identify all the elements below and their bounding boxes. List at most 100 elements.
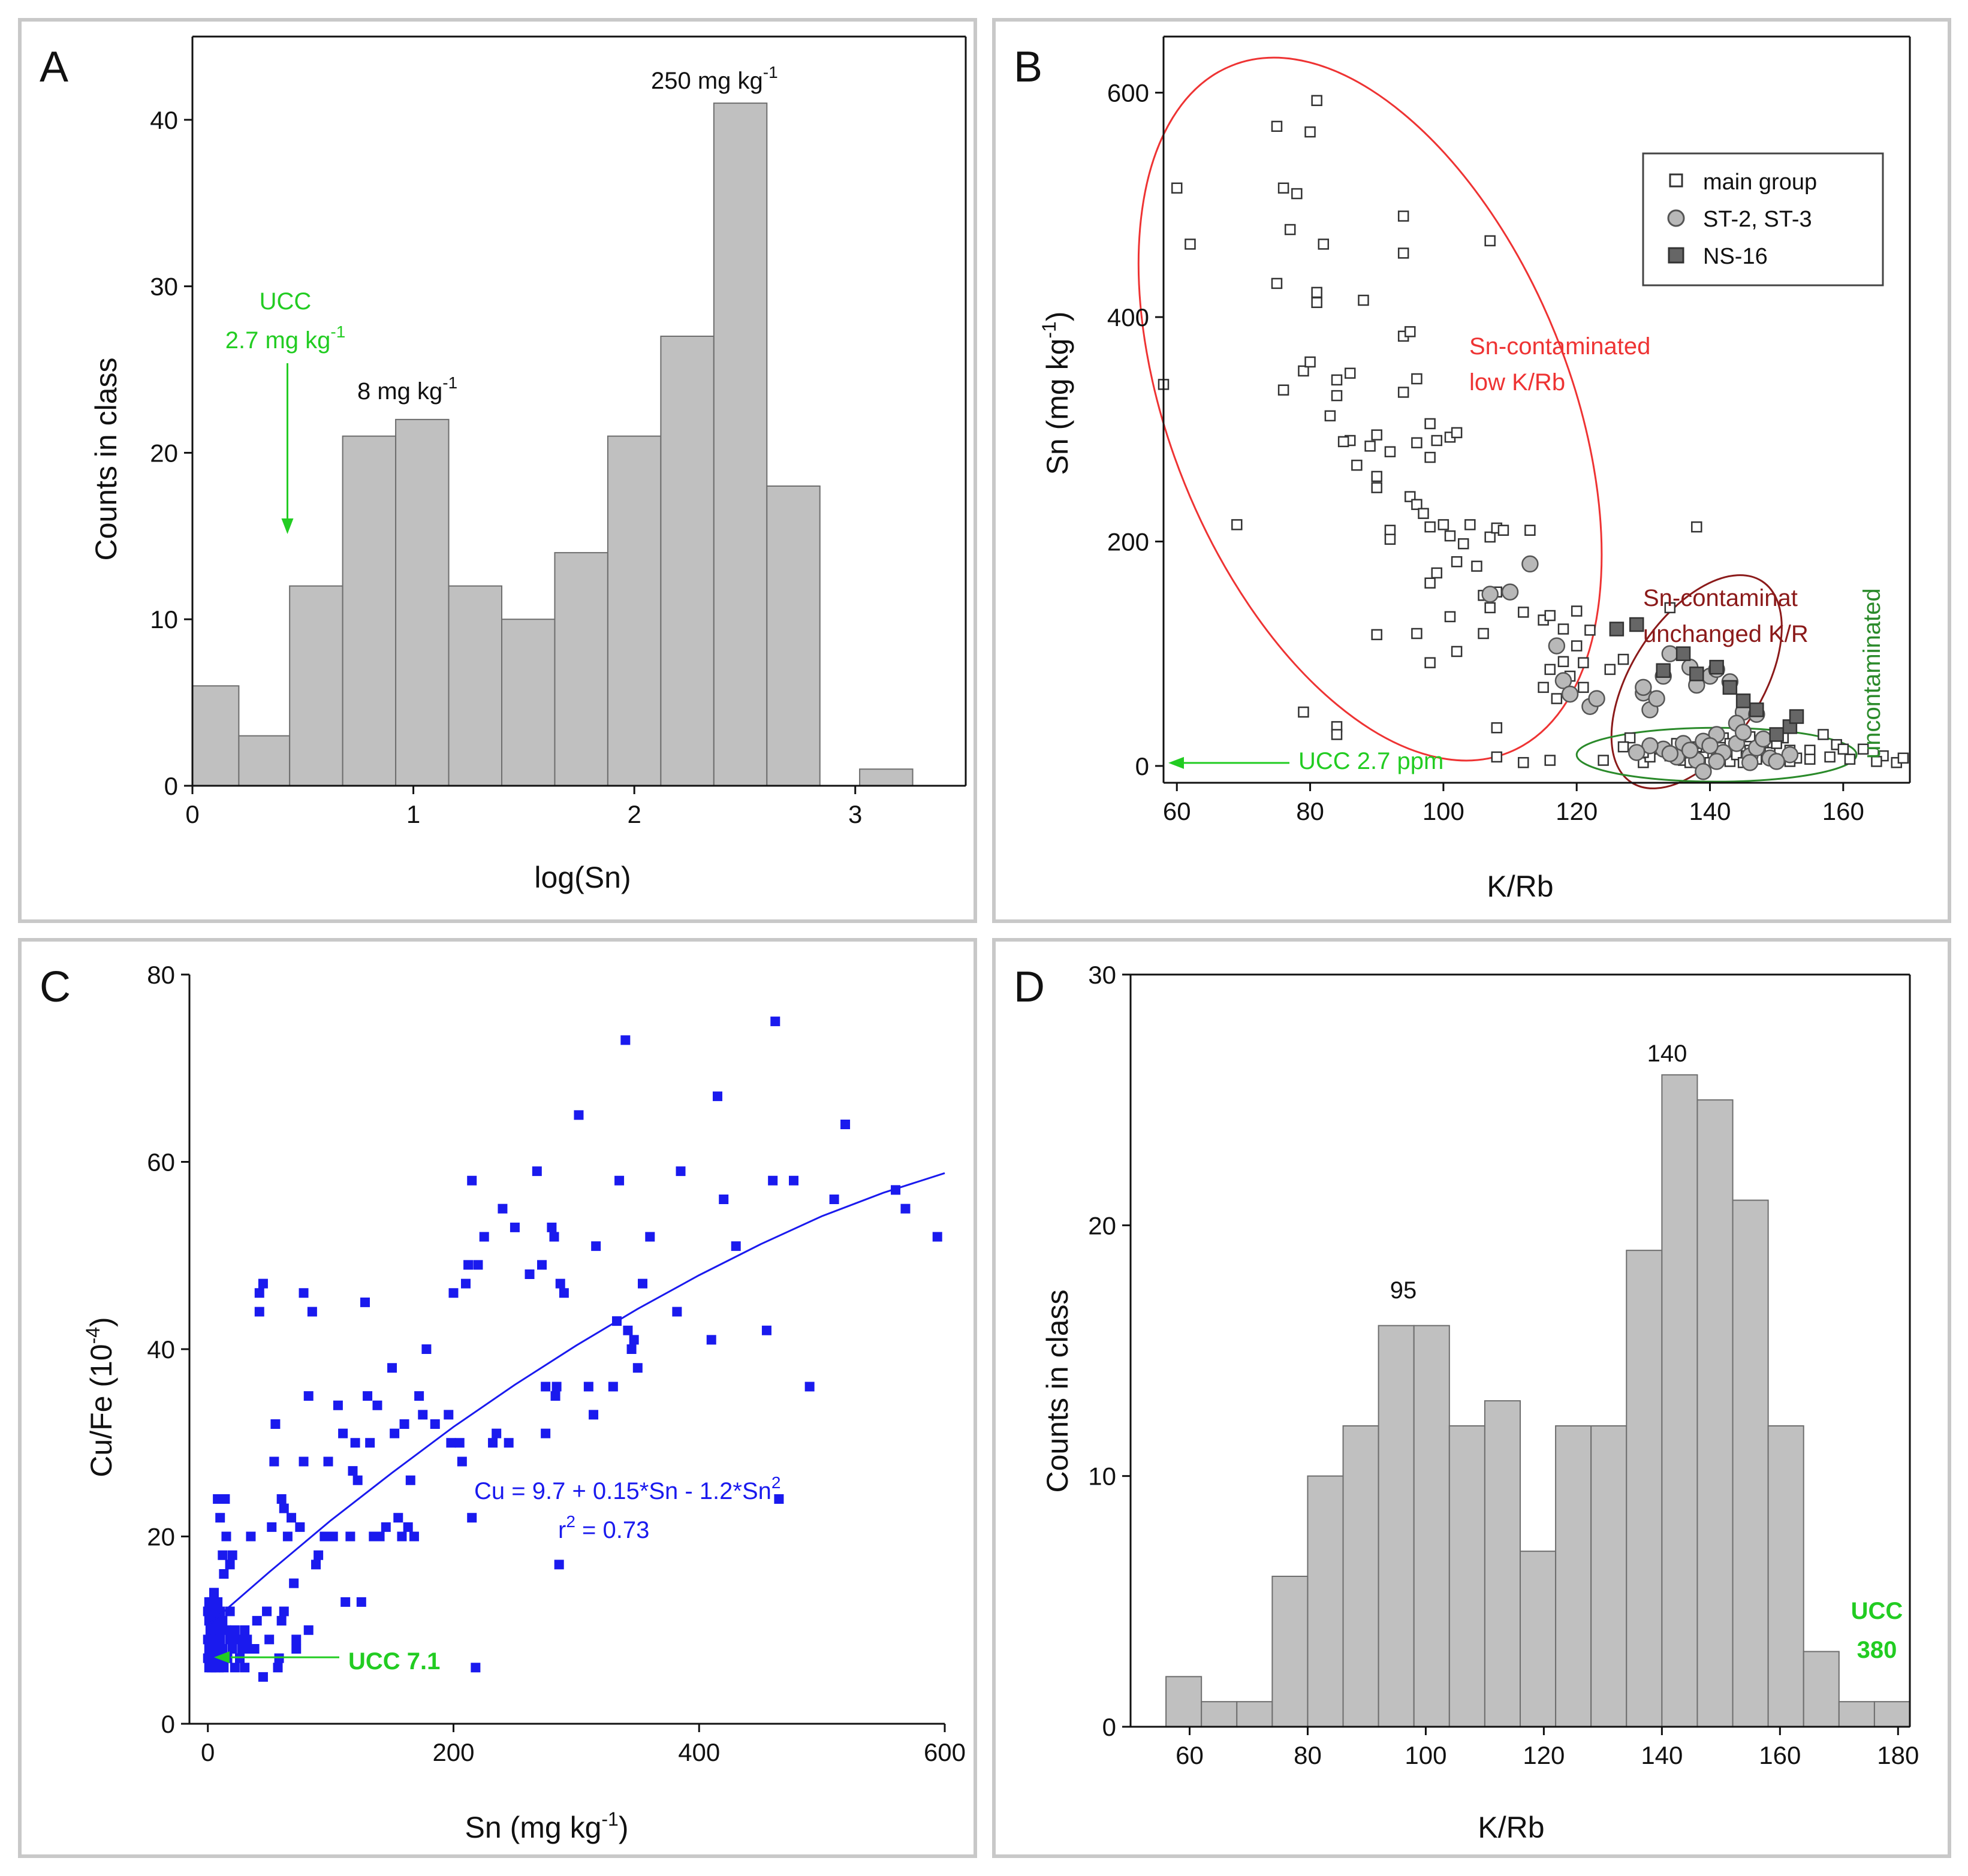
data-point-main: [1578, 681, 1589, 693]
data-point: [421, 1344, 432, 1354]
data-point: [414, 1391, 424, 1401]
data-point-main: [1491, 722, 1503, 734]
histogram-bar: [192, 685, 240, 787]
annotation-b-red-2: low K/Rb: [1469, 369, 1565, 396]
data-point-main: [1171, 182, 1183, 194]
axes-c: 0 200 400 600 0 20 40 60 80: [147, 961, 966, 1766]
fit-equation-c-text: Cu = 9.7 + 0.15*Sn - 1.2*Sn: [474, 1478, 771, 1504]
data-point: [448, 1288, 459, 1298]
data-point: [676, 1166, 686, 1177]
data-point-main: [1311, 286, 1322, 298]
data-point-main: [1364, 441, 1376, 452]
data-point-main: [1331, 390, 1343, 402]
data-point: [589, 1410, 599, 1420]
data-point-main: [1371, 470, 1382, 482]
annotation-a-8: 8 mg kg-1: [357, 373, 457, 405]
data-point-main: [1844, 753, 1856, 765]
data-point: [645, 1232, 655, 1242]
data-point: [218, 1616, 228, 1626]
ylabel-b-text: Sn (mg kg: [1041, 339, 1074, 475]
data-point-main: [1824, 751, 1836, 763]
data-point: [287, 1513, 297, 1523]
data-point: [214, 1625, 224, 1635]
data-point-main: [1304, 126, 1316, 138]
data-point-main: [1277, 384, 1289, 396]
data-point: [262, 1606, 272, 1616]
histogram-bar: [1767, 1425, 1804, 1727]
x-tick-label: 80: [1294, 1741, 1322, 1769]
legend-marker-ns: [1668, 247, 1684, 264]
data-point-main: [1571, 640, 1583, 652]
data-point: [350, 1438, 360, 1448]
data-point-st: [1554, 672, 1572, 689]
data-point: [390, 1428, 400, 1438]
data-point-main: [1691, 521, 1702, 533]
histogram-bar: [289, 585, 343, 787]
data-point: [774, 1494, 784, 1504]
data-point: [770, 1017, 780, 1027]
histogram-bar: [766, 485, 821, 786]
x-tick-label: 140: [1689, 797, 1731, 825]
data-point-main: [1538, 681, 1549, 693]
xlabel-c: Sn (mg kg-1): [465, 1808, 629, 1844]
data-point: [273, 1663, 283, 1673]
data-point: [215, 1513, 225, 1523]
data-point-main: [1331, 374, 1343, 386]
data-point-main: [1664, 602, 1676, 614]
data-point: [303, 1625, 314, 1635]
data-point-main: [1411, 628, 1422, 640]
x-tick-label: 180: [1877, 1741, 1919, 1769]
annotation-a-250: 250 mg kg-1: [651, 63, 778, 94]
data-point-main: [1318, 239, 1330, 250]
data-point: [731, 1241, 741, 1251]
annotation-c-ucc: UCC 7.1: [348, 1648, 440, 1675]
data-point: [467, 1513, 477, 1523]
fit-r2-c-value: = 0.73: [575, 1517, 649, 1543]
bars-d: [1165, 1074, 1910, 1728]
ucc-arrow-b: [1168, 756, 1289, 769]
histogram-bar: [1803, 1651, 1840, 1727]
histogram-bar: [1378, 1325, 1415, 1727]
data-point-main: [1804, 753, 1816, 765]
data-point: [900, 1204, 911, 1214]
data-point-main: [1331, 729, 1343, 740]
data-point: [479, 1232, 489, 1242]
data-point: [418, 1410, 428, 1420]
y-tick-label: 30: [1088, 961, 1116, 989]
annotation-b-darkred-1: Sn-contaminat: [1643, 585, 1798, 611]
data-point: [233, 1634, 243, 1645]
data-point-st: [1661, 745, 1679, 762]
data-point-st: [1501, 583, 1519, 601]
data-point-st: [1768, 753, 1785, 770]
data-point: [279, 1503, 289, 1513]
data-point-st: [1695, 763, 1712, 780]
y-tick-label: 40: [147, 1335, 175, 1364]
data-point: [282, 1531, 293, 1542]
data-point-main: [1497, 524, 1509, 536]
histogram-bar: [1236, 1701, 1273, 1727]
y-tick-label: 400: [1107, 303, 1149, 331]
data-point-ns: [1749, 702, 1764, 717]
data-point-main: [1544, 663, 1556, 675]
x-tick-label: 120: [1523, 1741, 1565, 1769]
data-point: [258, 1672, 268, 1682]
data-point: [220, 1494, 230, 1504]
data-point-st: [1628, 744, 1645, 761]
xlabel-c-end: ): [619, 1811, 629, 1844]
data-point-ns: [1656, 663, 1671, 678]
data-point-st: [1548, 637, 1566, 655]
annotation-a-ucc-1: UCC: [260, 288, 312, 315]
data-point: [209, 1588, 219, 1598]
data-point-main: [1484, 235, 1496, 246]
data-point-main: [1571, 605, 1583, 617]
data-point: [279, 1606, 289, 1616]
data-point: [467, 1175, 477, 1186]
x-tick-label: 100: [1422, 797, 1464, 825]
data-point: [591, 1241, 601, 1251]
ucc-arrow-head: [281, 518, 294, 534]
data-point: [291, 1634, 302, 1645]
data-point-main: [1298, 706, 1309, 718]
data-point: [219, 1663, 229, 1673]
data-point: [237, 1644, 248, 1654]
panel-label-a: A: [40, 43, 68, 91]
